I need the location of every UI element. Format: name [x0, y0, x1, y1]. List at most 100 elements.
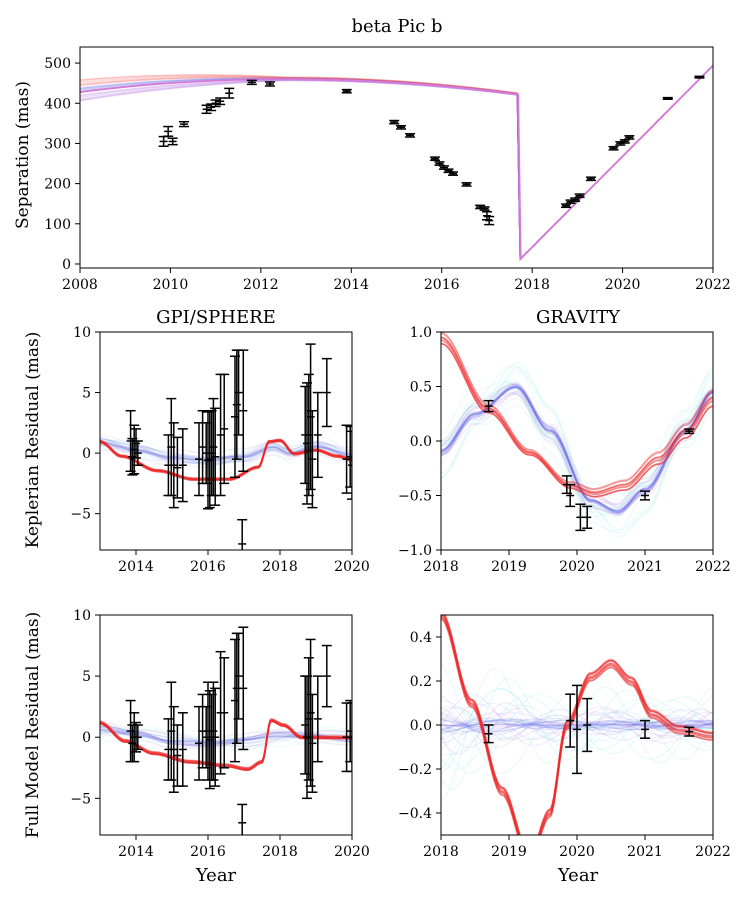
- y-tick-label: 0.4: [410, 630, 432, 646]
- model-line-blue: [441, 386, 713, 512]
- x-tick-label: 2022: [695, 277, 731, 293]
- model-line-cyan: [441, 385, 713, 512]
- model-line-red: [80, 65, 713, 261]
- model-line-red: [80, 65, 713, 261]
- model-line-violet: [80, 65, 713, 261]
- model-line-red: [441, 339, 713, 496]
- x-tick-label: 2019: [491, 844, 527, 860]
- y-tick-label: 0.0: [410, 718, 432, 734]
- model-line-blue: [441, 385, 713, 513]
- x-tick-label: 2018: [262, 559, 298, 575]
- model-line-blue: [441, 382, 713, 516]
- model-line-cyan: [441, 386, 713, 511]
- model-line-violet: [80, 65, 713, 261]
- model-line-violet: [441, 391, 713, 506]
- model-line-red: [80, 65, 713, 261]
- x-tick-label: 2016: [424, 277, 460, 293]
- model-line-violet: [80, 65, 713, 261]
- error-bars: [125, 626, 352, 835]
- model-line-cyan: [441, 398, 713, 501]
- x-tick-label: 2020: [559, 559, 595, 575]
- y-tick-label: −5: [70, 791, 91, 807]
- panel-gravity-full: Year 2018 2019 2020 2021 2022 −0.4 −0.2 0.0 0.2 0…: [398, 614, 731, 886]
- plot-area: [100, 626, 352, 835]
- model-line-red: [441, 343, 713, 498]
- panel-gpi-keplerian: GPI/SPHERE Keplerian Residual (mas) 2014…: [23, 307, 370, 575]
- x-tick-label: 2018: [514, 277, 550, 293]
- x-tick-label: 2020: [605, 277, 641, 293]
- keplerian-residual-ylabel: Keplerian Residual (mas): [23, 332, 43, 549]
- gravity-keplerian-plot: 2018 2019 2020 2021 2022 −1.0 −0.5 0.0 0.5 1.0: [398, 325, 731, 575]
- gpi-year-xlabel: Year: [195, 865, 237, 886]
- model-line-violet: [441, 387, 713, 511]
- model-line-violet: [441, 393, 713, 506]
- model-line-violet: [80, 65, 713, 261]
- model-line-red: [80, 65, 713, 261]
- y-tick-label: −0.5: [398, 489, 432, 505]
- model-line-blue: [80, 65, 713, 261]
- y-tick-label: −0.4: [398, 806, 432, 822]
- y-tick-label: −1.0: [398, 543, 432, 559]
- x-tick-label: 2018: [262, 844, 298, 860]
- axes-frame: [99, 331, 353, 551]
- full-model-residual-ylabel: Full Model Residual (mas): [23, 612, 43, 839]
- gpi-keplerian-plot: 2014 2016 2018 2020 −5 0 5 10: [70, 325, 369, 575]
- y-tick-label: 0: [62, 257, 71, 273]
- gpi-sphere-title: GPI/SPHERE: [156, 307, 276, 328]
- x-tick-label: 2019: [491, 559, 527, 575]
- model-line-violet: [80, 65, 713, 261]
- model-line-red: [80, 65, 713, 261]
- model-line-red: [80, 65, 713, 261]
- model-line-cyan: [441, 379, 713, 518]
- x-tick-label: 2016: [190, 559, 226, 575]
- x-tick-label: 2021: [627, 559, 663, 575]
- model-line-violet: [441, 390, 713, 509]
- x-tick-label: 2021: [627, 844, 663, 860]
- model-line-blue: [441, 384, 713, 515]
- separation-title: beta Pic b: [351, 16, 442, 37]
- y-tick-label: 300: [44, 136, 71, 152]
- model-line-blue: [80, 65, 713, 261]
- error-bars: [125, 343, 352, 550]
- model-line-blue: [80, 65, 713, 261]
- model-line-blue: [80, 65, 713, 261]
- plot-area: [441, 332, 713, 539]
- model-line-violet: [80, 65, 713, 261]
- model-line-violet: [80, 65, 713, 261]
- model-line-blue: [80, 65, 713, 261]
- y-tick-label: 5: [82, 669, 91, 685]
- y-tick-label: 100: [44, 217, 71, 233]
- model-line-blue: [441, 386, 713, 512]
- separation-ylabel: Separation (mas): [13, 81, 33, 229]
- gravity-full-plot: 2018 2019 2020 2021 2022 −0.4 −0.2 0.0 0.2 0.4: [398, 614, 731, 860]
- plot-area: [100, 343, 352, 550]
- x-tick-label: 2014: [333, 277, 369, 293]
- y-tick-label: −5: [70, 507, 91, 523]
- model-lines: [441, 332, 713, 539]
- model-line-violet: [441, 386, 713, 513]
- y-tick-label: 500: [44, 56, 71, 72]
- model-line-violet: [441, 383, 713, 514]
- model-line-red: [80, 65, 713, 261]
- model-line-violet: [441, 385, 713, 513]
- plot-area: [441, 615, 713, 835]
- error-bars: [483, 684, 695, 775]
- model-line-violet: [441, 393, 713, 505]
- gpi-full-plot: 2014 2016 2018 2020 −5 0 5 10: [70, 608, 369, 860]
- model-line-red: [80, 65, 713, 261]
- model-line-blue: [80, 65, 713, 261]
- x-tick-label: 2020: [559, 844, 595, 860]
- model-line-violet: [80, 65, 713, 261]
- model-line-violet: [80, 65, 713, 261]
- model-line-cyan: [441, 361, 713, 539]
- model-line-red: [80, 65, 713, 261]
- model-line-cyan: [441, 365, 713, 533]
- panel-separation: beta Pic b Separation (mas) 2008 2010 2012…: [13, 16, 731, 293]
- model-line-blue: [80, 65, 713, 261]
- plot-area: [80, 64, 713, 261]
- model-line-red: [441, 332, 713, 491]
- model-line-red: [441, 332, 713, 490]
- model-line-blue: [441, 386, 713, 512]
- x-tick-label: 2020: [334, 844, 370, 860]
- model-line-blue: [441, 387, 713, 511]
